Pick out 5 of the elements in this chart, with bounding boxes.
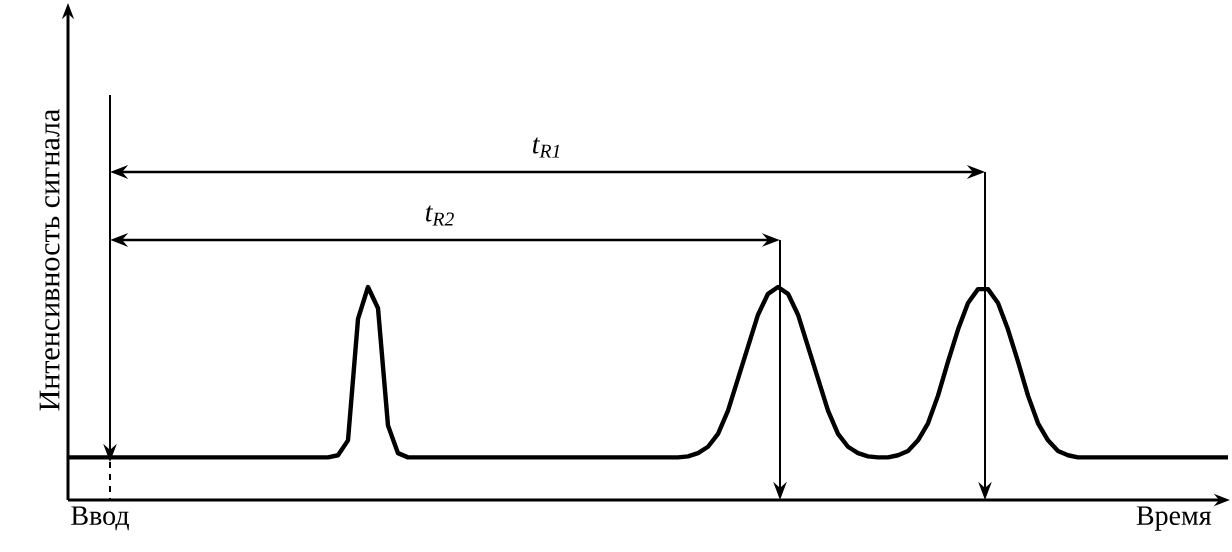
text: Ввод — [71, 506, 129, 531]
text: t$_{R2}$ — [425, 205, 454, 226]
x-axis-title: Время — [1136, 506, 1212, 531]
y-axis-title: Интенсивность сигнала — [39, 109, 60, 411]
text: t$_{R1}$ — [532, 137, 560, 158]
